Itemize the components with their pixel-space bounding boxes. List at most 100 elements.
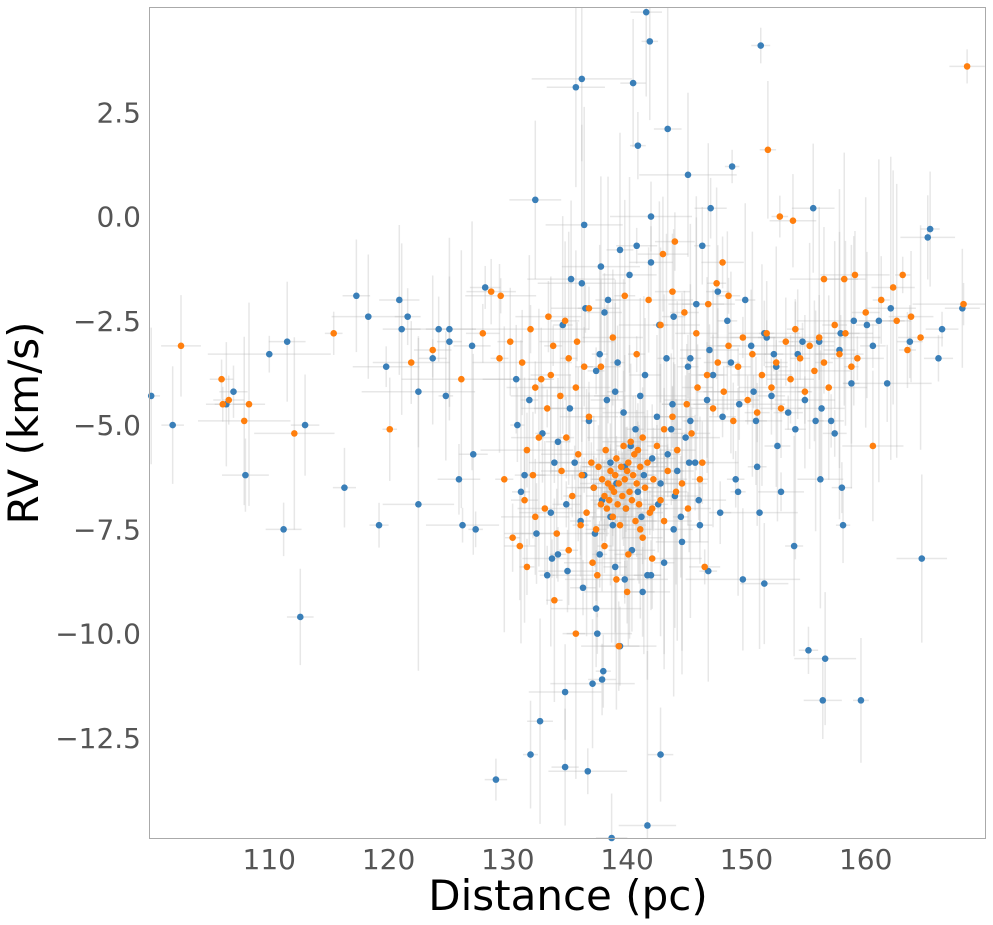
orange-data-point [650, 476, 657, 483]
orange-data-point [623, 467, 631, 475]
orange-data-point [854, 355, 861, 362]
orange-data-point [753, 409, 761, 416]
orange-data-point [696, 476, 704, 483]
orange-data-point [585, 413, 593, 421]
blue-data-point [646, 38, 654, 45]
blue-data-point [633, 242, 640, 250]
blue-data-point [727, 359, 735, 366]
orange-data-point [917, 334, 924, 341]
blue-data-point [512, 375, 520, 383]
blue-data-point [526, 396, 533, 404]
blue-data-point [732, 476, 739, 483]
blue-data-point [551, 459, 558, 466]
orange-data-point [620, 442, 627, 450]
blue-data-point [734, 488, 742, 496]
orange-data-point [529, 471, 537, 479]
blue-data-point [698, 242, 706, 250]
x-axis-title: Distance (pc) [428, 871, 708, 920]
blue-data-point [809, 204, 817, 212]
blue-data-point [935, 355, 942, 362]
orange-data-point [479, 330, 487, 337]
blue-data-point [607, 459, 614, 466]
orange-data-point [704, 300, 712, 308]
blue-data-point [670, 526, 677, 533]
blue-data-point [396, 296, 403, 304]
blue-data-point [543, 571, 551, 579]
orange-data-point [500, 476, 508, 483]
blue-data-point [663, 355, 670, 362]
blue-data-point [566, 405, 574, 412]
orange-data-point [496, 355, 503, 362]
orange-data-point [585, 305, 593, 312]
orange-data-point [669, 413, 676, 421]
orange-data-point [777, 405, 785, 412]
blue-data-point [571, 459, 578, 466]
blue-data-point [301, 421, 309, 429]
orange-data-point [523, 446, 531, 454]
blue-data-point [446, 325, 453, 333]
x-tick-label: 130 [481, 843, 534, 876]
orange-data-point [572, 630, 580, 637]
orange-data-point [626, 488, 633, 496]
orange-data-point [848, 363, 855, 370]
blue-data-point [601, 309, 608, 316]
blue-data-point [761, 580, 768, 587]
blue-data-point [687, 417, 694, 425]
blue-data-point [837, 330, 844, 337]
orange-data-point [831, 321, 838, 329]
blue-data-point [442, 392, 450, 400]
blue-data-point [792, 425, 799, 433]
orange-data-point [580, 363, 588, 370]
blue-data-point [632, 425, 639, 433]
orange-data-point [725, 342, 732, 350]
orange-data-point [862, 309, 870, 316]
orange-data-point [497, 292, 505, 300]
blue-data-point [677, 513, 685, 521]
orange-data-point [877, 296, 885, 304]
blue-data-point [739, 576, 747, 583]
blue-data-point [596, 350, 604, 358]
blue-data-point [938, 325, 946, 333]
orange-data-point [763, 330, 771, 337]
blue-data-point [415, 388, 422, 396]
orange-data-point [660, 425, 668, 433]
orange-data-point [703, 371, 711, 379]
blue-data-point [647, 259, 655, 266]
blue-data-point [620, 409, 627, 416]
blue-data-point [696, 521, 704, 529]
orange-data-point [869, 442, 877, 450]
blue-data-point [756, 509, 763, 516]
blue-data-point [709, 371, 717, 379]
orange-data-point [588, 459, 595, 466]
blue-data-point [611, 563, 619, 571]
blue-data-point [706, 346, 713, 354]
x-tick-label: 140 [600, 843, 653, 876]
y-tick-label: 2.5 [96, 96, 141, 129]
orange-data-point [607, 467, 614, 475]
orange-data-point [960, 300, 967, 308]
orange-data-point [628, 496, 636, 504]
blue-data-point [644, 571, 651, 579]
orange-data-point [698, 459, 706, 466]
blue-data-point [398, 325, 405, 333]
blue-data-point [682, 434, 689, 441]
orange-data-point [633, 480, 640, 487]
blue-data-point [691, 459, 699, 466]
orange-data-point [657, 496, 664, 504]
blue-data-point [819, 697, 827, 704]
orange-data-point [616, 521, 624, 529]
blue-data-point [670, 313, 677, 320]
orange-data-point [225, 396, 233, 404]
orange-data-point [694, 384, 701, 391]
blue-data-point [603, 396, 611, 404]
orange-data-point [621, 292, 629, 300]
orange-data-point [840, 275, 848, 283]
blue-data-point [611, 388, 619, 396]
blue-data-point [684, 171, 692, 179]
blue-data-point [827, 417, 835, 425]
blue-data-point [579, 584, 587, 592]
blue-data-point [801, 396, 809, 404]
blue-data-point [883, 380, 891, 387]
blue-data-point [805, 647, 812, 654]
